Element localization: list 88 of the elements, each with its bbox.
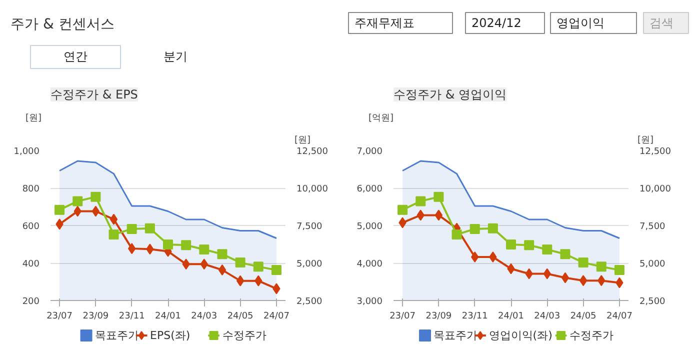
point	[181, 240, 192, 250]
point	[218, 264, 226, 276]
point	[271, 265, 282, 276]
point	[126, 224, 137, 234]
point	[561, 272, 570, 284]
point	[614, 265, 624, 276]
point	[72, 196, 83, 206]
point	[434, 192, 444, 202]
point	[488, 223, 498, 234]
point	[90, 192, 101, 202]
y-tick-label: 1,000	[14, 147, 40, 157]
point	[163, 240, 173, 250]
x-tick-label: 23/09	[82, 312, 109, 322]
x-tick-label: 23/11	[462, 312, 488, 322]
y-tick-label: 400	[22, 260, 40, 270]
y2-axis-title: [원]	[294, 136, 311, 146]
y2-axis-title: [원]	[637, 136, 654, 146]
x-tick-label: 24/07	[606, 312, 632, 322]
point	[236, 275, 244, 286]
y2-tick-label: 7,500	[640, 222, 666, 232]
point	[579, 275, 588, 286]
y-tick-label: 4,000	[356, 260, 383, 270]
x-tick-label: 24/01	[498, 312, 524, 322]
y-axis-title: [원]	[26, 114, 42, 124]
point	[452, 230, 462, 240]
point	[542, 244, 552, 254]
text: 영업이익	[556, 16, 604, 30]
point	[524, 240, 534, 250]
y2-tick-label: 10,000	[296, 184, 328, 194]
x-tick-label: 24/03	[191, 312, 218, 322]
point	[92, 206, 100, 217]
y2-tick-label: 2,500	[640, 297, 666, 307]
x-tick-label: 24/07	[263, 312, 290, 322]
y-tick-label: 800	[22, 184, 40, 194]
chart-title: 수정주가 & 영업이익	[394, 88, 506, 102]
point	[470, 224, 480, 234]
x-tick-label: 23/11	[118, 312, 145, 322]
y-axis-title: [억원]	[368, 114, 394, 124]
text: 2024/12	[472, 16, 522, 30]
y-tick-label: 600	[22, 222, 40, 232]
legend-label: EPS(좌)	[150, 329, 190, 342]
y-tick-label: 6,000	[356, 184, 383, 194]
point	[235, 258, 246, 268]
x-tick-label: 23/09	[426, 312, 452, 322]
text: 분기	[164, 50, 188, 64]
x-tick-label: 24/05	[570, 312, 596, 322]
legend-label: 수정주가	[222, 329, 266, 342]
x-tick-label: 23/07	[390, 312, 416, 322]
point	[398, 204, 408, 215]
x-tick-label: 24/05	[227, 312, 254, 322]
point	[434, 210, 443, 221]
y-tick-label: 5,000	[356, 222, 383, 232]
x-tick-label: 23/07	[46, 312, 73, 322]
point	[54, 204, 65, 215]
y-tick-label: 200	[22, 297, 40, 307]
y2-tick-label: 10,000	[640, 184, 672, 194]
x-tick-label: 24/03	[534, 312, 560, 322]
point	[253, 262, 264, 272]
point	[110, 214, 118, 225]
y2-tick-label: 7,500	[296, 222, 323, 232]
legend-label: 수정주가	[570, 329, 614, 342]
y2-tick-label: 5,000	[296, 260, 323, 270]
point	[596, 262, 606, 272]
text: 연간	[64, 50, 88, 64]
point	[217, 249, 228, 260]
y2-tick-label: 5,000	[640, 260, 666, 270]
point	[416, 196, 426, 206]
y2-tick-label: 12,500	[296, 147, 328, 157]
point	[471, 252, 479, 262]
point	[578, 258, 588, 268]
legend-label: 영업이익(좌)	[488, 329, 552, 342]
chart-title: 수정주가 & EPS	[50, 88, 138, 102]
y-tick-label: 3,000	[356, 297, 383, 307]
point	[506, 240, 516, 250]
point	[108, 230, 119, 240]
y2-tick-label: 12,500	[640, 147, 672, 157]
point	[199, 244, 210, 254]
point	[489, 252, 497, 262]
point	[144, 223, 155, 234]
text: 검색	[650, 16, 674, 30]
text: 주가 & 컨센서스	[10, 16, 114, 32]
y2-tick-label: 2,500	[296, 297, 323, 307]
legend-label: 목표주가	[434, 329, 478, 342]
text: 주재무제표	[354, 16, 414, 30]
y-tick-label: 7,000	[356, 147, 383, 157]
legend-label: 목표주가	[94, 329, 139, 342]
x-tick-label: 24/01	[155, 312, 181, 322]
point	[560, 249, 570, 260]
